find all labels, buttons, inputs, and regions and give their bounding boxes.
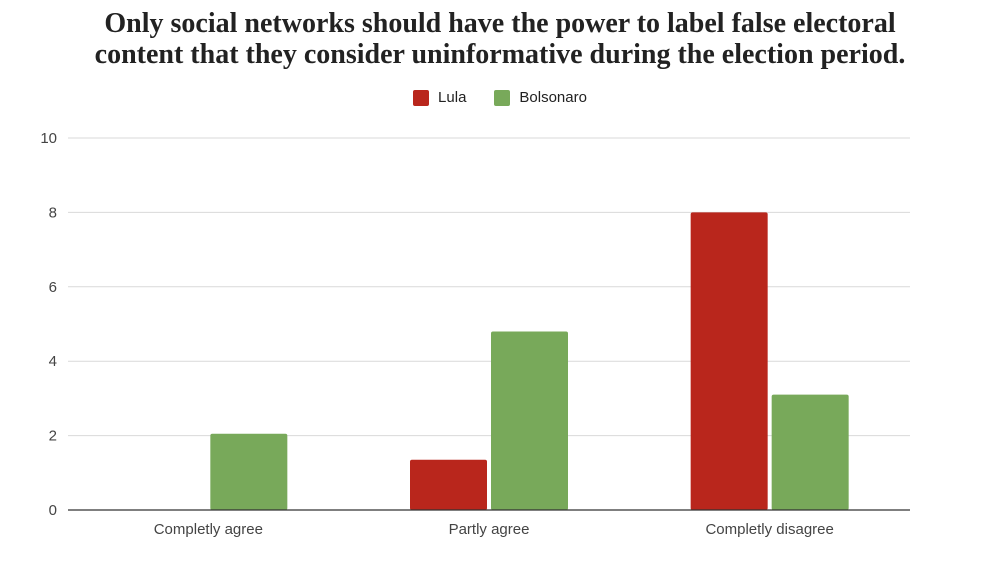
- x-tick-label: Completly agree: [154, 521, 263, 538]
- x-tick-label: Partly agree: [449, 521, 530, 538]
- bar-bolsonaro-2: [771, 394, 849, 510]
- legend-swatch-bolsonaro: [494, 89, 511, 106]
- y-tick-label: 10: [40, 130, 57, 147]
- legend-item-lula: Lula: [413, 89, 466, 106]
- legend-item-bolsonaro: Bolsonaro: [494, 89, 587, 106]
- bar-lula-1: [410, 459, 487, 510]
- chart-title-line-1: Only social networks should have the pow…: [104, 8, 896, 39]
- y-tick-label: 6: [49, 279, 57, 296]
- chart-title-line-2: content that they consider uninformative…: [94, 39, 906, 70]
- bar-bolsonaro-1: [491, 331, 568, 510]
- y-tick-label: 2: [49, 428, 57, 445]
- y-tick-label: 4: [49, 353, 57, 370]
- chart-title: Only social networks should have the pow…: [0, 8, 1000, 70]
- legend-label-bolsonaro: Bolsonaro: [519, 89, 587, 106]
- legend-swatch-lula: [413, 89, 430, 106]
- legend: Lula Bolsonaro: [0, 89, 1000, 106]
- y-tick-label: 0: [49, 502, 57, 519]
- legend-label-lula: Lula: [438, 89, 467, 106]
- bar-bolsonaro-0: [210, 433, 288, 510]
- y-tick-label: 8: [49, 204, 57, 221]
- x-tick-label: Completly disagree: [705, 521, 833, 538]
- bar-lula-2: [690, 212, 768, 510]
